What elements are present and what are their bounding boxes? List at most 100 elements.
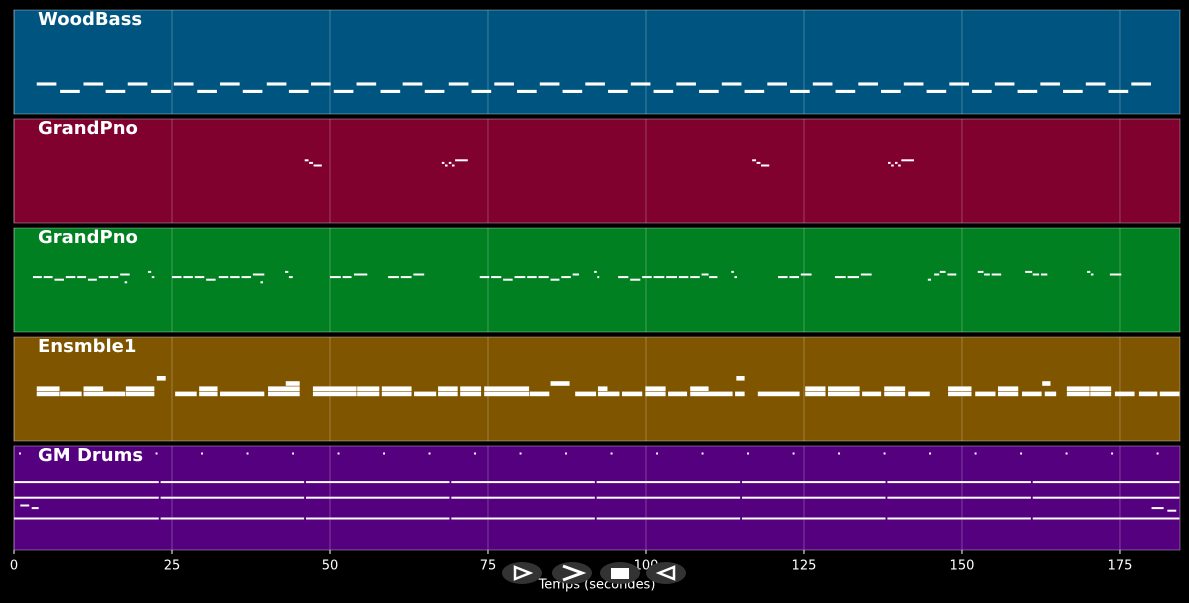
play-icon: [513, 565, 534, 581]
note: [1032, 517, 1180, 520]
note: [610, 452, 613, 455]
note: [519, 452, 522, 455]
forward-button[interactable]: [552, 562, 592, 584]
note: [460, 391, 482, 397]
note: [752, 159, 756, 162]
note: [380, 89, 401, 93]
note: [354, 273, 368, 276]
note: [183, 276, 193, 279]
note: [514, 276, 526, 279]
note: [77, 276, 87, 279]
track-name: GM Drums: [38, 445, 143, 466]
note: [744, 89, 765, 93]
note: [984, 273, 990, 276]
note: [36, 386, 60, 391]
track-name: GrandPno: [38, 118, 138, 139]
note: [160, 517, 305, 520]
note: [668, 391, 688, 397]
note: [562, 89, 583, 93]
note: [742, 517, 886, 520]
note: [87, 278, 97, 281]
note: [561, 276, 571, 279]
note: [653, 89, 674, 93]
note: [757, 391, 800, 397]
note: [884, 386, 906, 391]
note: [311, 82, 331, 86]
note: [479, 276, 490, 279]
note: [676, 82, 696, 86]
note: [747, 452, 750, 455]
note: [252, 273, 265, 276]
player-controls[interactable]: [502, 562, 686, 584]
note: [734, 276, 738, 279]
note: [441, 161, 445, 164]
note: [572, 273, 580, 276]
x-tick-label: 75: [480, 559, 497, 574]
note: [1114, 391, 1135, 397]
note: [594, 270, 597, 273]
note: [414, 391, 437, 397]
note: [1087, 270, 1091, 273]
x-tick-label: 175: [1108, 559, 1133, 574]
note: [1032, 273, 1040, 276]
note: [1109, 273, 1122, 276]
note: [690, 391, 733, 397]
note: [337, 452, 340, 455]
note: [220, 82, 240, 86]
note: [760, 164, 770, 167]
note: [972, 89, 992, 93]
note: [438, 391, 458, 397]
note: [155, 452, 158, 455]
note: [735, 391, 745, 397]
note: [901, 159, 914, 162]
note: [550, 278, 560, 281]
note: [32, 276, 42, 279]
note: [356, 82, 377, 86]
note: [54, 278, 64, 281]
note: [197, 89, 217, 93]
note: [527, 276, 537, 279]
note: [701, 452, 704, 455]
note: [402, 82, 423, 86]
note: [903, 82, 924, 86]
note: [929, 452, 932, 455]
note: [451, 517, 595, 520]
note: [630, 278, 641, 281]
note: [1042, 381, 1051, 386]
note: [357, 386, 380, 391]
note: [827, 386, 860, 391]
note: [731, 270, 734, 273]
note: [800, 273, 812, 276]
note: [14, 496, 159, 499]
track-panel: [13, 227, 1181, 333]
note: [887, 517, 1031, 520]
note: [621, 391, 643, 397]
note: [948, 391, 972, 397]
note: [596, 517, 741, 520]
note: [862, 391, 882, 397]
note: [60, 391, 82, 397]
note: [304, 159, 309, 162]
note: [120, 273, 130, 276]
play-button[interactable]: [502, 562, 542, 584]
note: [934, 273, 940, 276]
note: [1151, 507, 1164, 510]
note: [241, 276, 252, 279]
stop-icon: [611, 568, 629, 579]
note: [860, 273, 872, 276]
note: [194, 276, 205, 279]
reverse-button[interactable]: [646, 562, 686, 584]
note: [939, 270, 946, 273]
note: [455, 159, 468, 162]
note: [268, 386, 300, 391]
note: [1085, 82, 1106, 86]
note: [1159, 391, 1180, 397]
note: [756, 161, 761, 164]
note: [947, 273, 957, 276]
note: [110, 276, 119, 279]
note: [448, 82, 469, 86]
note: [1017, 89, 1038, 93]
x-tick-label: 0: [10, 559, 18, 574]
note: [110, 452, 112, 455]
